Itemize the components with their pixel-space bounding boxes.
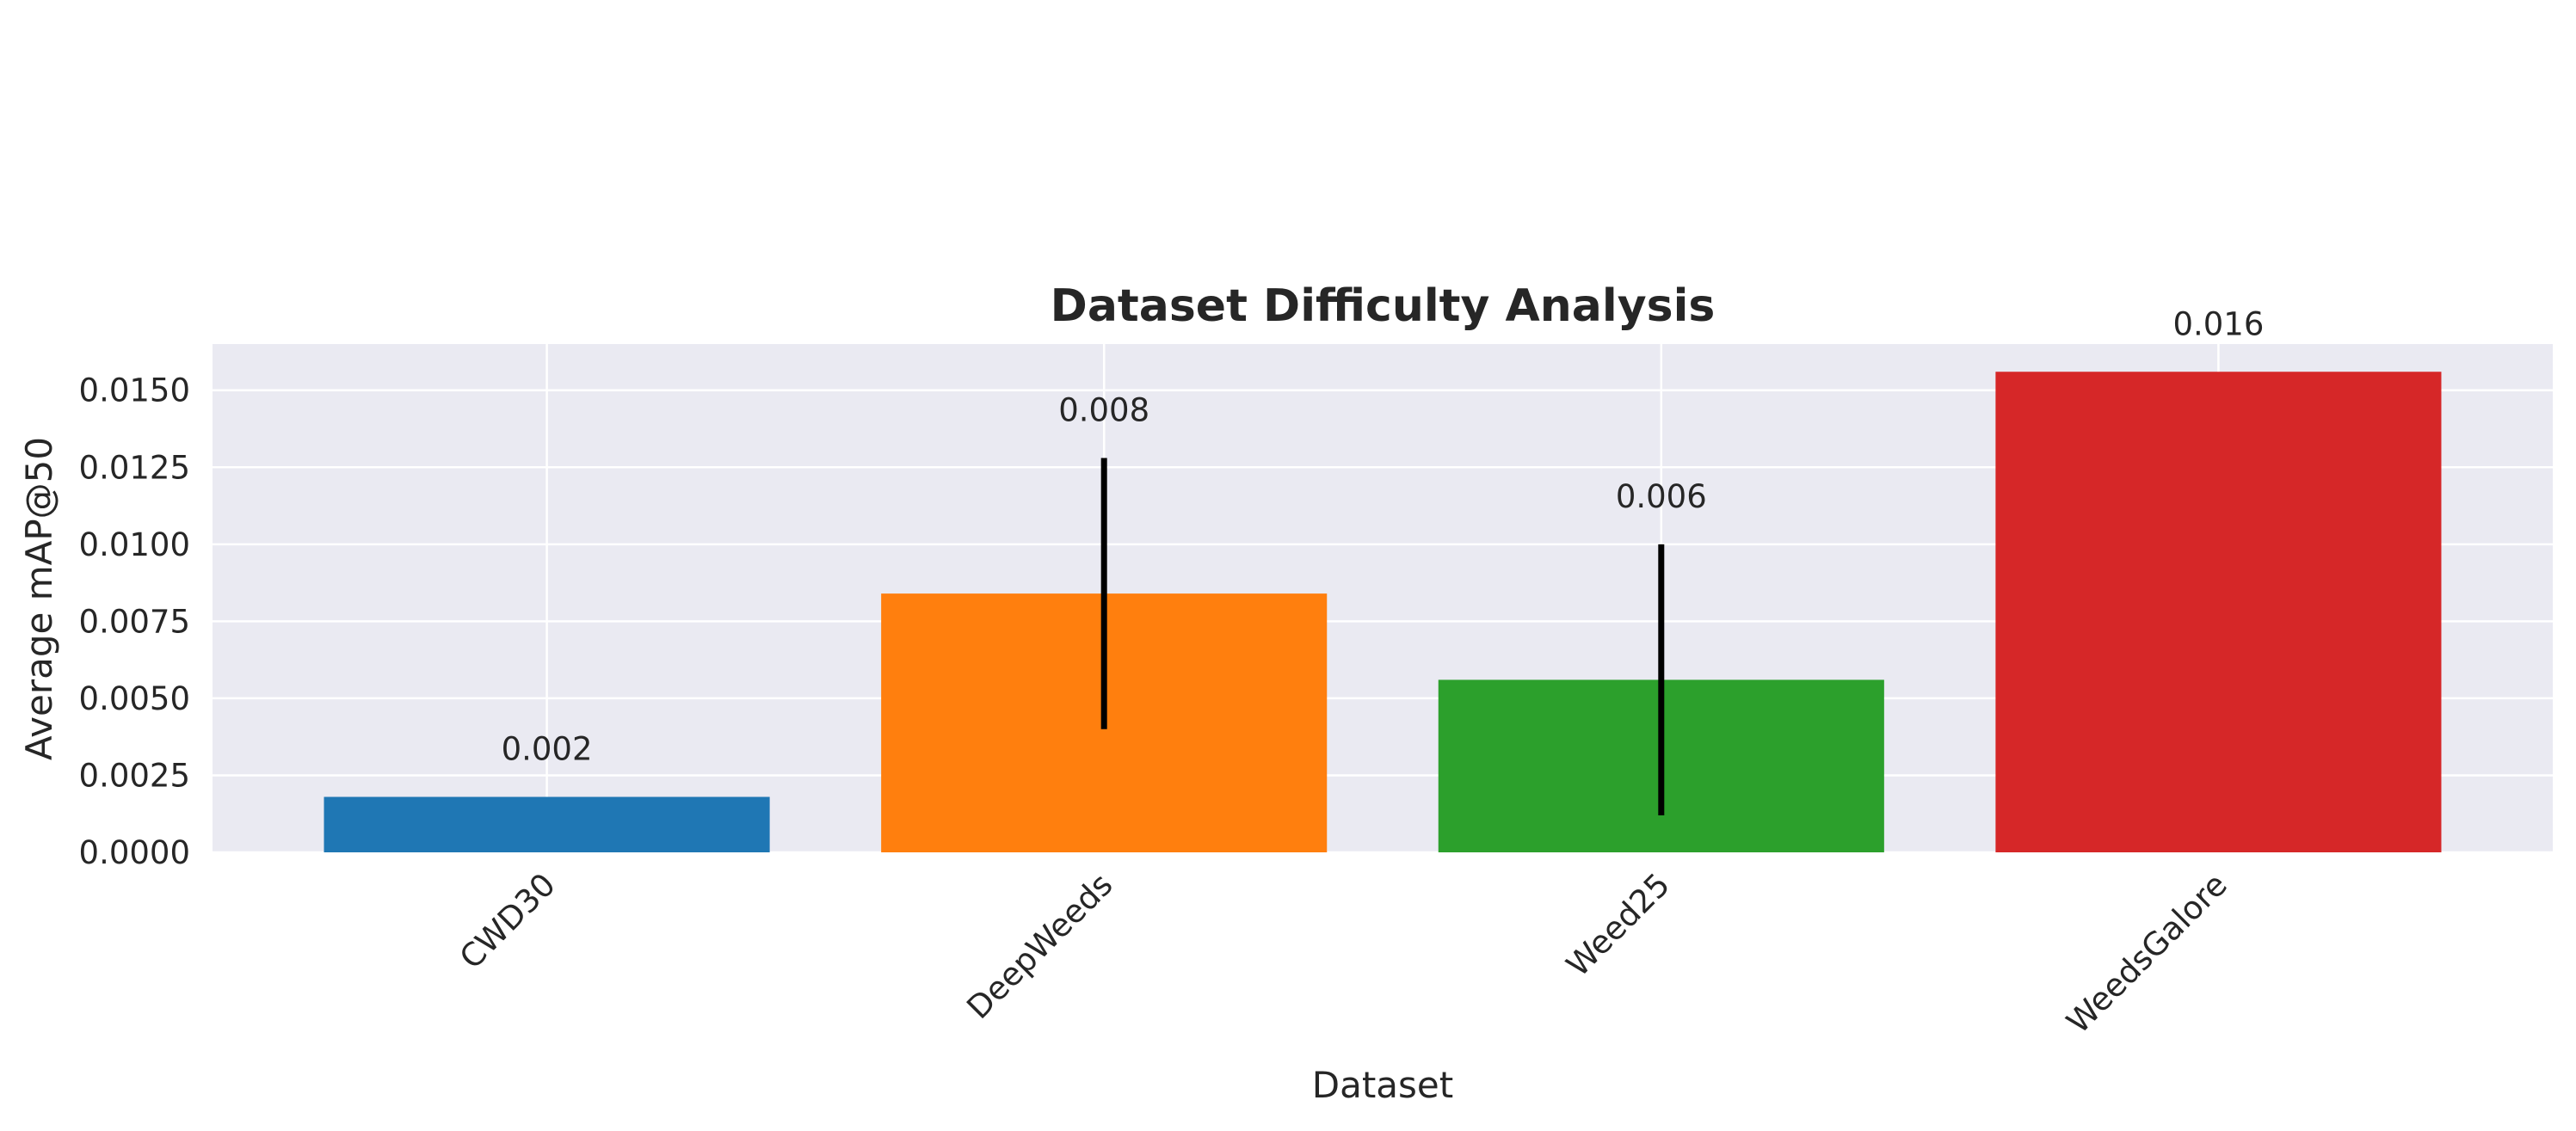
- chart-title: Dataset Difficulty Analysis: [1051, 280, 1716, 332]
- value-label: 0.016: [2172, 305, 2264, 342]
- x-tick-label: WeedsGalore: [2060, 866, 2234, 1041]
- y-tick-label: 0.0100: [79, 526, 190, 563]
- value-label: 0.006: [1616, 478, 1707, 515]
- x-tick-label: DeepWeeds: [959, 866, 1119, 1026]
- x-tick-label: Weed25: [1559, 866, 1677, 984]
- bar-cwd30: [324, 796, 770, 852]
- value-label: 0.008: [1058, 392, 1149, 429]
- y-tick-label: 0.0000: [79, 834, 190, 871]
- y-axis-label: Average mAP@50: [18, 437, 60, 760]
- y-tick-labels: 0.0000 0.0025 0.0050 0.0075 0.0100 0.0125 0.01…: [79, 372, 190, 871]
- value-label: 0.002: [502, 731, 593, 768]
- y-tick-label: 0.0050: [79, 680, 190, 717]
- error-bars: [1100, 458, 1665, 816]
- y-tick-label: 0.0025: [79, 757, 190, 794]
- x-tick-label: CWD30: [453, 866, 563, 976]
- value-labels: 0.002 0.008 0.006 0.016: [502, 305, 2265, 767]
- x-tick-labels: CWD30 DeepWeeds Weed25 WeedsGalore: [453, 866, 2234, 1041]
- y-tick-label: 0.0125: [79, 449, 190, 486]
- y-tick-label: 0.0075: [79, 603, 190, 640]
- y-tick-label: 0.0150: [79, 372, 190, 409]
- x-axis-label: Dataset: [1312, 1064, 1453, 1106]
- bar-weedsgalore: [1995, 372, 2442, 853]
